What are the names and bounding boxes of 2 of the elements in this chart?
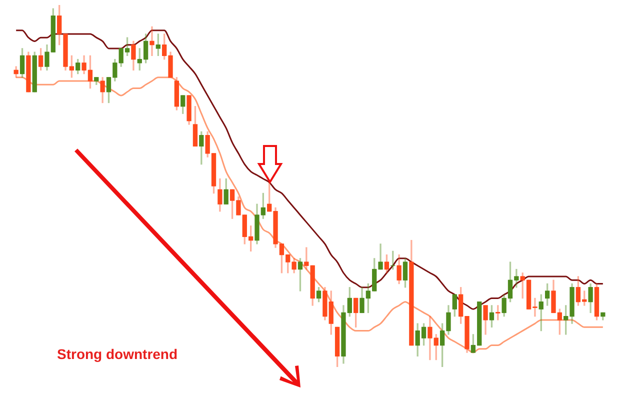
annotation: Strong downtrend: [57, 346, 178, 362]
candlestick: [150, 26, 154, 56]
